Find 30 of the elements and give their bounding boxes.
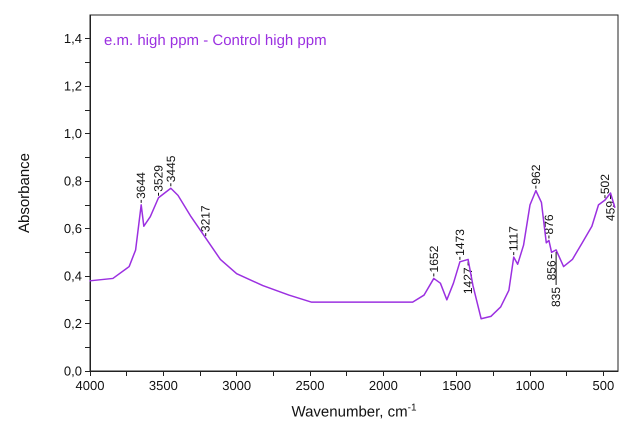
annotation: 3529 (151, 164, 166, 192)
x-tick-label: 500 (592, 378, 614, 393)
y-tick-label: 0,0 (64, 364, 82, 378)
x-tick-label: 3500 (148, 378, 178, 393)
y-axis-title: Absorbance (16, 152, 33, 234)
annotation: 502 (598, 174, 612, 194)
x-tick-label: 1500 (442, 378, 472, 393)
annotation: 1117 (506, 226, 521, 252)
y-tick-label: 1,2 (64, 78, 82, 94)
annotation: 3644 (134, 172, 148, 199)
annotation: 876 (542, 214, 556, 234)
x-tick-label: 4000 (76, 378, 104, 393)
annotation: 1473 (452, 228, 467, 256)
annotation: 3445 (164, 155, 178, 182)
y-tick-label: 1,4 (64, 31, 82, 46)
text: e.m. high ppm - Control high ppm (104, 32, 327, 49)
y-tick-label: 0,4 (64, 268, 82, 284)
annotation: 835 (549, 286, 564, 307)
y-tick-label: 0,2 (64, 316, 82, 332)
x-tick-label: 1000 (516, 378, 544, 393)
y-tick-label: 0,8 (64, 174, 82, 189)
annotation: 962 (528, 164, 543, 185)
x-tick-label: 2000 (368, 378, 398, 393)
x-tick-label: 3000 (222, 378, 252, 393)
y-tick-label: 1,0 (64, 126, 82, 142)
annotation: 1652 (426, 245, 441, 272)
x-tick-label: 2500 (296, 378, 324, 393)
annotation: 856 (544, 260, 559, 280)
annotation: 3217 (198, 205, 213, 232)
y-tick-label: 0,6 (64, 221, 82, 236)
